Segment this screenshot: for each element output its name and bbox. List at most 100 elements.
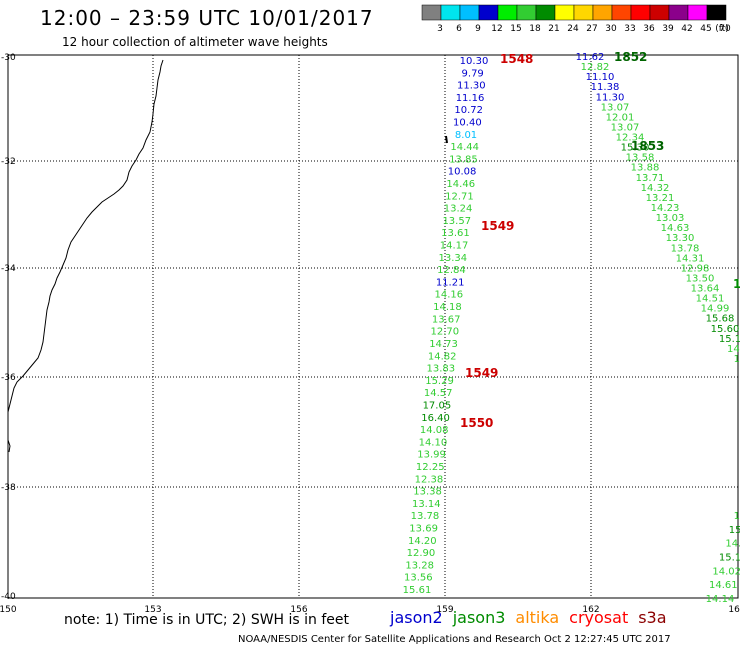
pass-time-label: 1852 (614, 50, 647, 64)
wave-height-label: 11.10 (586, 72, 615, 83)
latitude-tick-label: -36 (1, 373, 16, 383)
longitude-tick-label: 150 (0, 605, 17, 615)
wave-height-label: 13.69 (409, 523, 438, 534)
wave-height-label: 14.10 (419, 437, 448, 448)
wave-height-label: 14. (727, 344, 740, 355)
coastline-fragment (7, 439, 11, 453)
wave-height-label: 10.08 (448, 167, 477, 178)
wave-height-label: 13.99 (417, 450, 446, 461)
wave-height-label: 13.07 (601, 102, 630, 113)
wave-height-label: 13.07 (611, 122, 640, 133)
wave-height-label: 13.30 (666, 233, 695, 244)
wave-height-label: 11.21 (436, 277, 465, 288)
wave-height-label: 14.32 (641, 183, 670, 194)
legend-value: 42 (681, 24, 692, 34)
latitude-tick-label: -30 (1, 53, 16, 63)
credit-line: NOAA/NESDIS Center for Satellite Applica… (238, 634, 671, 645)
wave-height-label: 14.23 (651, 203, 680, 214)
wave-height-label: 14.17 (440, 241, 469, 252)
wave-height-label: 13.67 (432, 314, 461, 325)
wave-height-label: 12.25 (416, 462, 445, 473)
wave-height-label: 15.30 (621, 143, 650, 154)
wave-height-label: 11.38 (591, 82, 620, 93)
wave-height-label: 10.30 (460, 56, 489, 67)
legend-swatch (706, 4, 727, 21)
legend-value: 24 (567, 24, 579, 34)
wave-height-label: 14.16 (434, 290, 463, 301)
wave-height-label: 13.03 (656, 213, 685, 224)
longitude-labels: 150 153 156 159 162 165 (0, 605, 740, 615)
wave-height-label: 15.60 (711, 324, 740, 335)
legend-swatch (421, 4, 442, 21)
pass-time-label: 1550 (460, 416, 493, 430)
legend-value: 45 (700, 24, 711, 34)
wave-height-label: 15.1 (719, 553, 740, 564)
legend-swatch (687, 4, 708, 21)
wave-height-label: 12.01 (606, 112, 635, 123)
wave-height-label: 12.82 (581, 62, 610, 73)
legend-swatch (497, 4, 518, 21)
color-legend: 3 6 9 12 15 18 21 24 27 30 33 36 39 42 45 70(ft) (421, 4, 731, 34)
longitude-tick-label: 165 (728, 605, 740, 615)
wave-height-label: 13.50 (686, 273, 715, 284)
wave-height-label: 17.05 (423, 400, 452, 411)
wave-height-label: 15. (729, 525, 740, 536)
wave-height-label: 9.79 (462, 68, 484, 79)
wave-height-label: 14.61 (709, 580, 738, 591)
legend-value: 39 (662, 24, 674, 34)
legend-value: 21 (548, 24, 559, 34)
legend-swatch (478, 4, 499, 21)
wave-height-label: 13.85 (449, 154, 478, 165)
wave-height-label: 11.16 (456, 93, 485, 104)
longitude-tick-label: 162 (582, 605, 599, 615)
legend-value: 33 (624, 24, 635, 34)
legend-value: 70 (719, 24, 731, 34)
wave-height-label: 12.70 (431, 327, 460, 338)
wave-height-label: 13.64 (691, 284, 720, 295)
wave-height-label: 13.14 (412, 499, 441, 510)
pass-times: 1548 1549 1549 1550 1852 1853 (460, 50, 664, 430)
legend-swatch (630, 4, 651, 21)
wave-height-label: 14.44 (450, 142, 479, 153)
legend-swatch (611, 4, 632, 21)
longitude-tick-label: 153 (144, 605, 161, 615)
wave-height-label: 13.56 (404, 573, 433, 584)
legend-swatch (459, 4, 480, 21)
longitude-tick-label: 159 (436, 605, 453, 615)
track-tick-mark (445, 135, 448, 144)
wave-height-label: 14.51 (696, 294, 725, 305)
wave-height-label: 13.34 (438, 253, 467, 264)
wave-height-label: 14.08 (420, 425, 449, 436)
wave-height-label: 13.78 (411, 511, 440, 522)
legend-value: 27 (586, 24, 597, 34)
satellite-cryosat: cryosat (569, 608, 629, 627)
wave-height-label: 14.31 (676, 253, 705, 264)
wave-height-label: 8.01 (455, 130, 477, 141)
wave-height-label: 11.30 (457, 81, 486, 92)
legend-value: 18 (529, 24, 541, 34)
wave-height-label: 14.57 (424, 388, 453, 399)
wave-height-label: 13.28 (405, 560, 434, 571)
wave-height-label: 13.24 (444, 204, 473, 215)
page-subtitle: 12 hour collection of altimeter wave hei… (62, 35, 328, 49)
wave-height-label: 13.61 (441, 228, 470, 239)
map-frame (7, 54, 739, 599)
wave-height-label: 12.71 (445, 191, 474, 202)
wave-height-label: 15 (734, 354, 740, 365)
wave-height-label: 14.02 (712, 566, 740, 577)
legend-value: 3 (437, 24, 443, 34)
wave-height-label: 13.58 (626, 153, 655, 164)
wave-height-label: 14.73 (429, 339, 458, 350)
longitude-tick-label: 156 (290, 605, 307, 615)
wave-height-label: 15.29 (425, 376, 454, 387)
wave-height-label: 15.68 (706, 314, 735, 325)
pass-time-label: 1549 (481, 219, 514, 233)
wave-height-label: 11.30 (596, 92, 625, 103)
legend-swatch (516, 4, 537, 21)
wave-height-label: 12.90 (407, 548, 436, 559)
legend-value: 12 (491, 24, 502, 34)
wave-height-label: 14.99 (701, 304, 730, 315)
wave-height-label: 14. (725, 539, 740, 550)
latitude-tick-label: -38 (1, 483, 16, 493)
